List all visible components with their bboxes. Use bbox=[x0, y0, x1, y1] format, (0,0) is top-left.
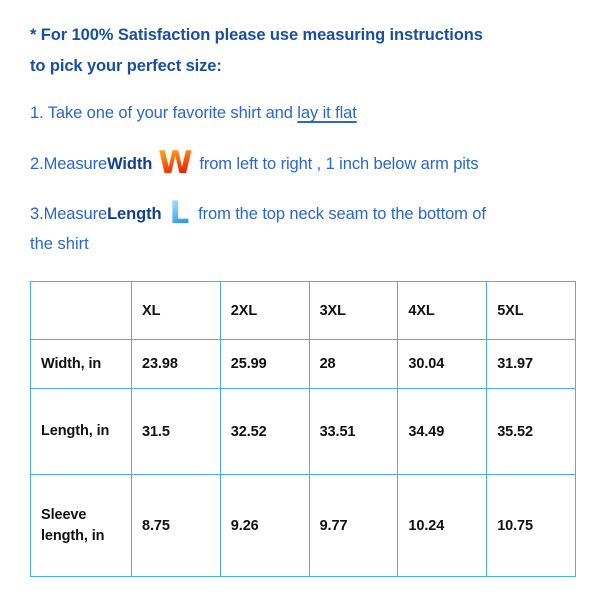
cell-sleeve-2xl: 9.26 bbox=[219, 474, 310, 577]
size-table-header: XL 2XL 3XL 4XL 5XL bbox=[30, 281, 576, 340]
size-table-container: XL 2XL 3XL 4XL 5XL Width, in 23.98 25.99… bbox=[30, 281, 576, 577]
page-title-line-1: * For 100% Satisfaction please use measu… bbox=[30, 26, 483, 44]
size-table-body: Width, in 23.98 25.99 28 30.04 31.97 Len… bbox=[30, 339, 576, 577]
step-3-number: 3. bbox=[30, 205, 44, 223]
step-1-number: 1. bbox=[30, 104, 44, 122]
step-1-underlined-text: lay it flat bbox=[297, 104, 357, 122]
instruction-step-3: 3. Measure Length L from the top neck sea… bbox=[30, 194, 574, 229]
column-header-2xl: 2XL bbox=[219, 281, 310, 340]
step-3-emphasis-length: Length bbox=[107, 205, 162, 223]
step-3-text-before: Measure bbox=[43, 205, 108, 223]
step-1-text-before: Take one of your favorite shirt and bbox=[43, 104, 298, 122]
cell-length-5xl: 35.52 bbox=[486, 388, 576, 475]
cell-length-xl: 31.5 bbox=[131, 388, 221, 475]
cell-sleeve-3xl: 9.77 bbox=[308, 474, 399, 577]
instruction-step-3-continued: the shirt bbox=[30, 235, 89, 253]
step-2-text-after: from left to right , 1 inch below arm pi… bbox=[199, 155, 479, 173]
column-header-3xl: 3XL bbox=[308, 281, 399, 340]
cell-sleeve-xl: 8.75 bbox=[131, 474, 221, 577]
instruction-steps: 1. Take one of your favorite shirt and l… bbox=[30, 98, 574, 259]
cell-length-4xl: 34.49 bbox=[397, 388, 488, 475]
step-2-text-before: Measure bbox=[43, 155, 108, 173]
size-table: XL 2XL 3XL 4XL 5XL Width, in 23.98 25.99… bbox=[30, 281, 576, 577]
row-label-length: Length, in bbox=[30, 388, 132, 475]
page-title-line-2: to pick your perfect size: bbox=[30, 57, 222, 75]
table-row: Length, in 31.5 32.52 33.51 34.49 35.52 bbox=[30, 388, 576, 475]
row-label-width: Width, in bbox=[30, 339, 132, 389]
step-2-number: 2. bbox=[30, 155, 44, 173]
length-letter-icon: L bbox=[169, 195, 190, 231]
row-label-sleeve-length: Sleeve length, in bbox=[30, 474, 132, 577]
width-letter-icon: W bbox=[158, 145, 193, 181]
cell-length-3xl: 33.51 bbox=[308, 388, 399, 475]
cell-width-xl: 23.98 bbox=[131, 339, 221, 389]
column-header-4xl: 4XL bbox=[397, 281, 488, 340]
cell-width-5xl: 31.97 bbox=[486, 339, 576, 389]
table-header-row: XL 2XL 3XL 4XL 5XL bbox=[30, 281, 576, 340]
column-header-xl: XL bbox=[131, 281, 221, 340]
table-row: Sleeve length, in 8.75 9.26 9.77 10.24 1… bbox=[30, 474, 576, 577]
table-row: Width, in 23.98 25.99 28 30.04 31.97 bbox=[30, 339, 576, 389]
instruction-step-1: 1. Take one of your favorite shirt and l… bbox=[30, 98, 574, 128]
step-3-text-after: from the top neck seam to the bottom of bbox=[198, 205, 486, 223]
cell-sleeve-5xl: 10.75 bbox=[486, 474, 576, 577]
cell-length-2xl: 32.52 bbox=[219, 388, 310, 475]
table-corner-cell bbox=[30, 281, 132, 340]
cell-width-3xl: 28 bbox=[308, 339, 399, 389]
cell-width-2xl: 25.99 bbox=[219, 339, 310, 389]
column-header-5xl: 5XL bbox=[486, 281, 576, 340]
cell-sleeve-4xl: 10.24 bbox=[397, 474, 488, 577]
cell-width-4xl: 30.04 bbox=[397, 339, 488, 389]
page-title: * For 100% Satisfaction please use measu… bbox=[30, 14, 574, 82]
instruction-step-2: 2. Measure Width W from left to right , 1… bbox=[30, 144, 574, 179]
step-2-emphasis-width: Width bbox=[107, 155, 153, 173]
